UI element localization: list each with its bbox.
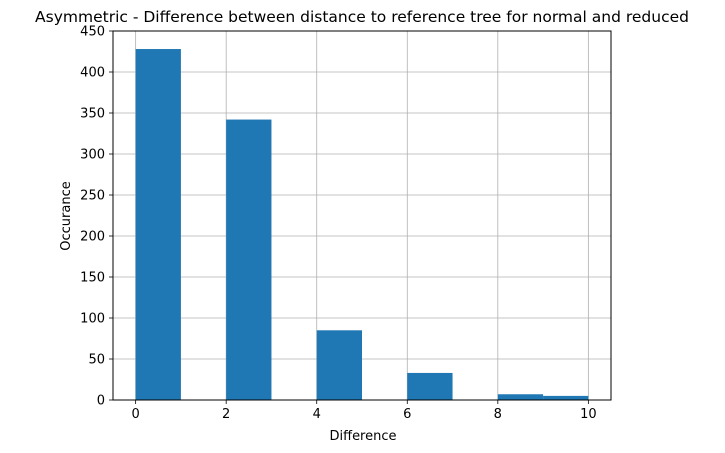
- bar: [407, 372, 453, 400]
- chart-title: Asymmetric - Difference between distance…: [35, 8, 689, 26]
- bar: [316, 330, 362, 400]
- y-tick-label: 350: [80, 107, 105, 122]
- y-tick-label: 400: [80, 66, 105, 81]
- grid: [113, 30, 611, 401]
- x-tick-label: 6: [403, 407, 411, 422]
- bar: [226, 119, 272, 400]
- y-tick-label: 50: [88, 353, 105, 368]
- y-tick-label: 0: [97, 394, 105, 409]
- bar: [543, 395, 589, 400]
- y-tick-label: 200: [80, 230, 105, 245]
- y-axis-label: Occurance: [59, 181, 74, 250]
- y-tick-label: 150: [80, 271, 105, 286]
- bar: [497, 394, 544, 400]
- y-tick-label: 300: [80, 148, 105, 163]
- y-tick-label: 250: [80, 189, 105, 204]
- y-tick-label: 100: [80, 312, 105, 327]
- x-axis-label: Difference: [329, 429, 396, 444]
- y-tick-label: 450: [80, 25, 105, 40]
- plot-frame: [112, 30, 612, 401]
- x-tick-label: 0: [131, 407, 139, 422]
- x-tick-label: 2: [222, 407, 230, 422]
- x-tick-label: 8: [494, 407, 502, 422]
- x-tick-label: 4: [313, 407, 321, 422]
- bar: [135, 49, 181, 400]
- x-tick-label: 10: [580, 407, 597, 422]
- bars: [135, 49, 589, 400]
